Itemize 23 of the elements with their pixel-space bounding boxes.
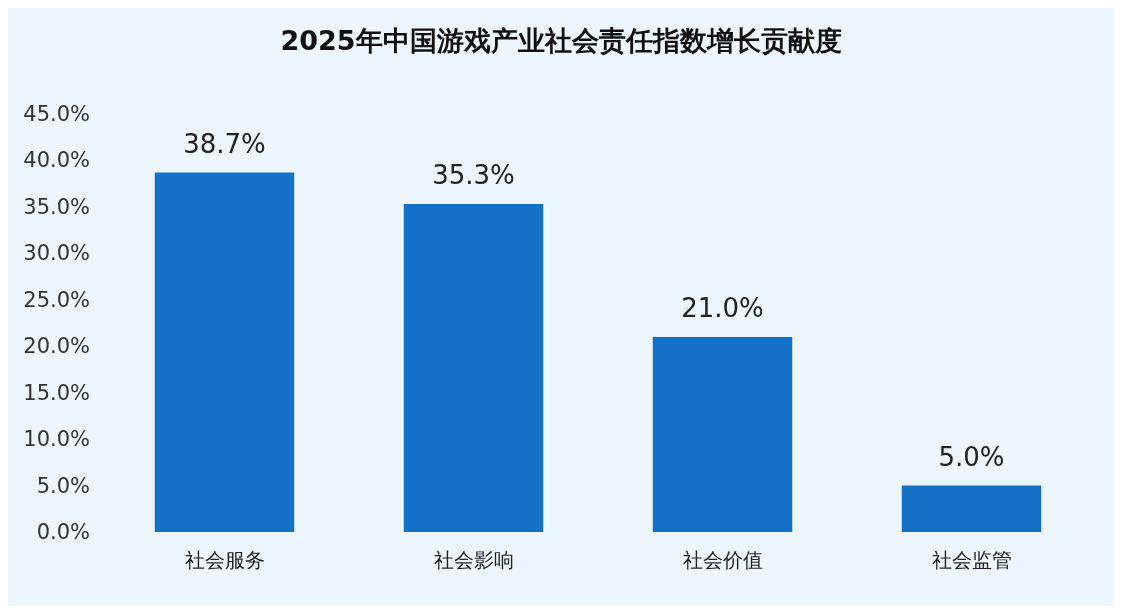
bar	[652, 336, 793, 532]
y-tick-label: 20.0%	[23, 334, 90, 359]
y-tick-label: 40.0%	[23, 148, 90, 173]
y-tick-label: 15.0%	[23, 380, 90, 405]
bar	[403, 204, 544, 532]
bar	[154, 172, 295, 532]
data-label: 38.7%	[183, 128, 266, 159]
chart-title: 2025年中国游戏产业社会责任指数增长贡献度	[280, 25, 842, 56]
x-tick-label: 社会影响	[433, 548, 514, 572]
x-tick-label: 社会价值	[682, 548, 763, 572]
y-tick-label: 0.0%	[36, 520, 90, 544]
y-tick-label: 35.0%	[23, 194, 90, 219]
y-tick-label: 10.0%	[23, 427, 90, 452]
x-tick-label: 社会监管	[931, 548, 1012, 572]
y-tick-label: 30.0%	[23, 241, 90, 266]
y-tick-label: 45.0%	[23, 102, 90, 126]
bar	[901, 485, 1042, 532]
data-label: 35.3%	[432, 160, 515, 191]
data-label: 5.0%	[938, 441, 1005, 472]
y-tick-label: 25.0%	[23, 287, 90, 312]
x-tick-label: 社会服务	[184, 548, 265, 572]
data-label: 21.0%	[681, 292, 764, 323]
y-tick-label: 5.0%	[36, 473, 90, 498]
